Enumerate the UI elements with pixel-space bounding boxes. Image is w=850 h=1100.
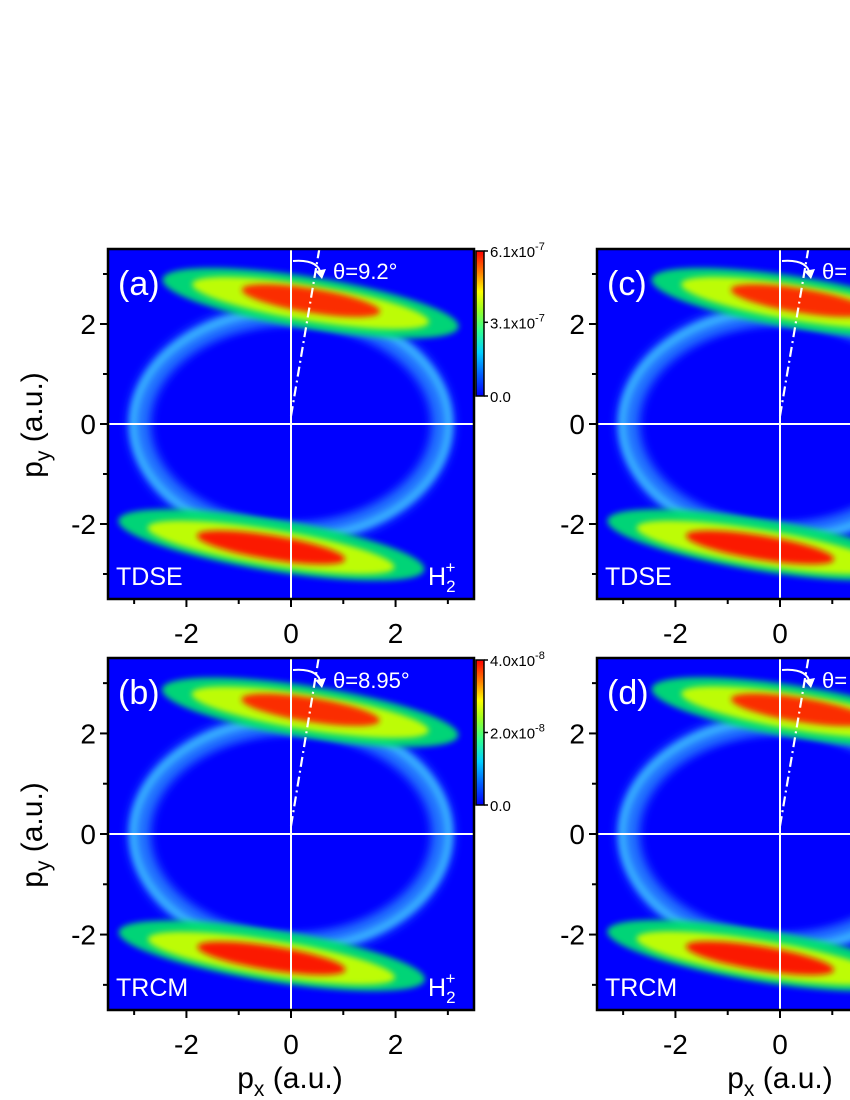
y-tick-label: 0	[569, 409, 585, 440]
x-tick-label: -2	[663, 618, 688, 649]
y-tick-label: 2	[569, 309, 585, 340]
colorbar-tick-label: 3.1x10-7	[490, 312, 545, 332]
angle-label: θ=	[822, 259, 847, 284]
y-tick-label: -2	[71, 509, 96, 540]
lobe-bottom-5	[685, 941, 834, 975]
lobe-top-2	[241, 693, 380, 726]
colorbar-b: 4.0x10-8 2.0x10-8 0.0	[475, 650, 545, 815]
lobe-top-2	[241, 284, 381, 317]
panel-label: (d)	[607, 674, 649, 712]
lobe-top-2	[730, 693, 850, 727]
heatmap-b: (b) TRCM θ=8.95° H2+	[108, 658, 474, 1010]
panel-label: (c)	[607, 265, 647, 303]
colorbar-tick-label: 4.0x10-8	[490, 650, 545, 670]
angle-arrowhead	[315, 678, 326, 688]
x-tick-label: -2	[663, 1029, 688, 1060]
angle-line	[778, 658, 810, 827]
angle-arrowhead	[804, 269, 815, 279]
x-tick-label: -2	[174, 1029, 199, 1060]
angle-arrowhead	[804, 678, 815, 688]
y-tick-label: 2	[80, 309, 96, 340]
y-axis-title-top: py (a.u.)	[16, 372, 55, 478]
lobes	[118, 677, 459, 991]
angle-label: θ=	[822, 668, 847, 693]
method-label: TDSE	[116, 563, 183, 591]
panel-label: (b)	[118, 674, 160, 712]
heatmap-d: (d) TRCM θ=	[597, 658, 850, 1010]
method-label: TDSE	[605, 563, 672, 591]
angle-line	[289, 249, 321, 417]
molecule-label: H2+	[428, 558, 456, 596]
y-tick-label: -2	[71, 920, 96, 951]
method-label: TRCM	[605, 974, 677, 1002]
panel-a: (a) TDSE θ=9.2° H2+ -2 0 2 -2 0 2 6.1x10-7 3.1x10-7…	[71, 241, 545, 649]
x-tick-label: 0	[772, 618, 788, 649]
y-tick-label: 0	[80, 409, 96, 440]
lobe-bottom-5	[685, 530, 835, 565]
colorbar-a: 6.1x10-7 3.1x10-7 0.0	[475, 241, 545, 406]
angle-label: θ=8.95°	[333, 668, 410, 693]
colorbar-tick-label: 6.1x10-7	[490, 241, 545, 261]
angle-line	[778, 249, 810, 417]
x-axis-title-left: px (a.u.)	[237, 1062, 343, 1100]
y-axis-title-bottom: py (a.u.)	[16, 782, 55, 888]
heatmap-a: (a) TDSE θ=9.2° H2+	[108, 249, 474, 599]
method-label: TRCM	[116, 974, 188, 1002]
x-tick-label: 2	[388, 1029, 404, 1060]
colorbar-tick-label: 0.0	[490, 389, 511, 406]
x-tick-label: 0	[283, 1029, 299, 1060]
y-tick-label: -2	[560, 920, 585, 951]
x-tick-label: 0	[772, 1029, 788, 1060]
x-tick-label: 0	[283, 618, 299, 649]
lobe-bottom-5	[197, 941, 346, 975]
panel-b: (b) TRCM θ=8.95° H2+ -2 0 2 -2 0 2 4.0x10-8 2.0x10-…	[71, 650, 545, 1060]
x-tick-label: -2	[174, 618, 199, 649]
y-tick-label: 0	[569, 819, 585, 850]
heatmap-c: (c) TDSE θ=	[597, 249, 850, 599]
lobe-bottom-5	[196, 530, 346, 565]
colorbar-scale	[475, 659, 485, 806]
y-tick-label: 0	[80, 819, 96, 850]
angle-label: θ=9.2°	[333, 259, 397, 284]
colorbar-tick-label: 0.0	[490, 798, 511, 815]
y-tick-label: 2	[569, 718, 585, 749]
colorbar-tick-label: 2.0x10-8	[490, 723, 545, 743]
y-tick-label: 2	[80, 718, 96, 749]
colorbar-scale	[475, 250, 485, 397]
angle-line	[289, 658, 320, 827]
panel-label: (a)	[118, 265, 160, 303]
molecule-label: H2+	[428, 969, 456, 1007]
x-axis-title-right: px (a.u.)	[727, 1062, 833, 1100]
y-tick-label: -2	[560, 509, 585, 540]
x-tick-label: 2	[388, 618, 404, 649]
lobe-top-2	[730, 284, 850, 317]
angle-arrowhead	[315, 269, 326, 279]
